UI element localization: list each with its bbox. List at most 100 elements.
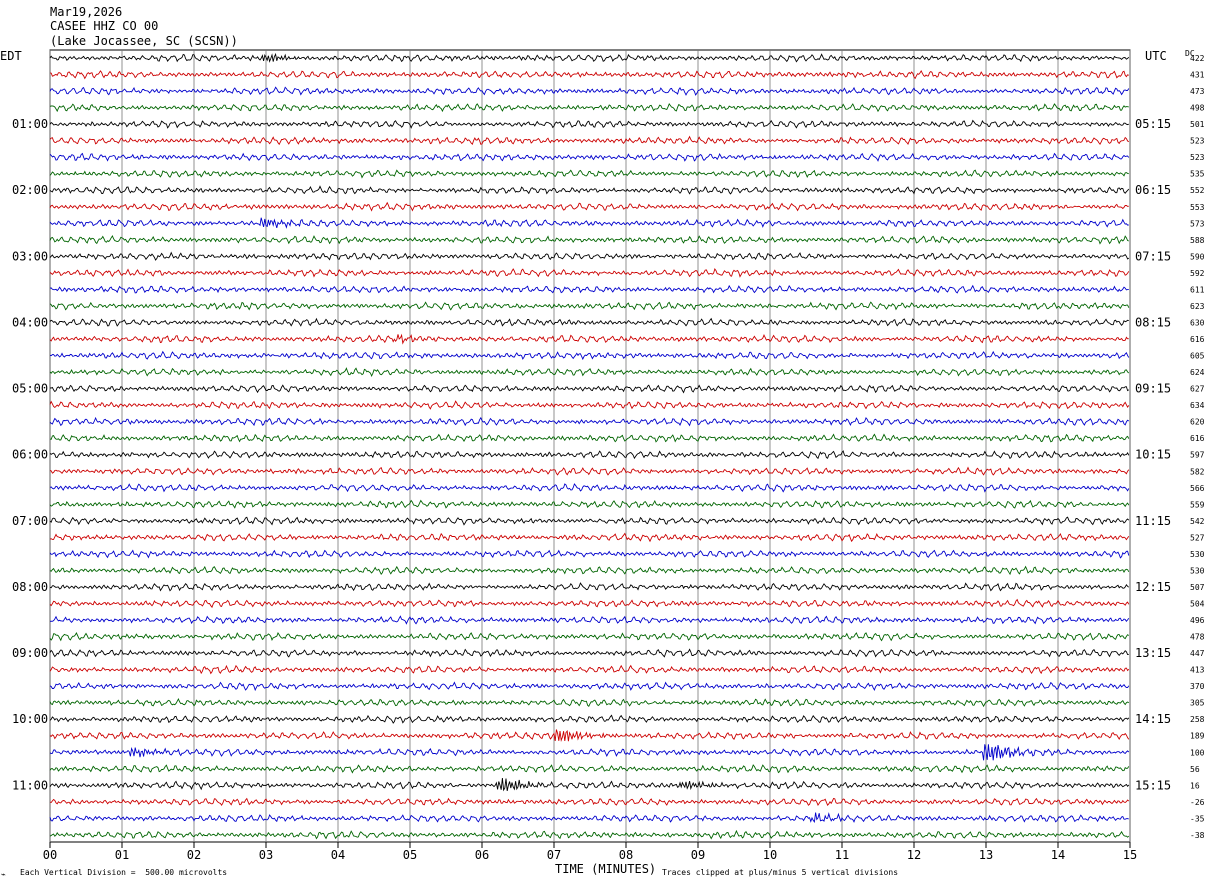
utc-hour-label: 12:15 (1135, 580, 1171, 594)
seismic-trace (49, 615, 1130, 625)
dc-offset-value: 630 (1190, 318, 1205, 327)
dc-offset-value: 523 (1190, 137, 1205, 146)
seismic-trace (49, 797, 1130, 807)
dc-offset-value: 478 (1190, 633, 1205, 642)
dc-offset-value: 530 (1190, 550, 1205, 559)
x-tick-label: 07 (547, 848, 561, 862)
dc-offset-value: 370 (1190, 682, 1205, 691)
seismic-trace (49, 169, 1129, 179)
seismic-trace (49, 516, 1130, 526)
x-tick-label: 01 (115, 848, 129, 862)
edt-hour-label: 03:00 (12, 249, 48, 263)
seismic-trace (49, 333, 1129, 345)
edt-hour-label: 08:00 (12, 580, 48, 594)
x-tick-label: 08 (619, 848, 633, 862)
seismic-trace (49, 119, 1129, 129)
utc-hour-label: 06:15 (1135, 183, 1171, 197)
seismic-trace (49, 483, 1130, 493)
seismic-trace (49, 135, 1130, 146)
dc-offset-value: 507 (1190, 583, 1205, 592)
dc-offset-value: 496 (1190, 616, 1205, 625)
dc-offset-value: 447 (1190, 649, 1205, 658)
utc-hour-label: 05:15 (1135, 117, 1171, 131)
dc-offset-value: 620 (1190, 418, 1205, 427)
seismic-trace (49, 499, 1130, 509)
dc-offset-value: 552 (1190, 186, 1205, 195)
seismic-trace (49, 235, 1129, 245)
utc-hour-label: 15:15 (1135, 778, 1171, 792)
dc-offset-value: 56 (1190, 765, 1200, 774)
dc-offset-value: 305 (1190, 699, 1205, 708)
dc-offset-value: 189 (1190, 732, 1205, 741)
utc-hour-label: 08:15 (1135, 315, 1171, 329)
dc-offset-value: 588 (1190, 236, 1205, 245)
dc-offset-value: 498 (1190, 104, 1205, 113)
dc-offset-value: -38 (1190, 831, 1205, 840)
edt-hour-label: 11:00 (12, 778, 48, 792)
seismic-trace (49, 251, 1130, 261)
utc-hour-label: 10:15 (1135, 448, 1171, 462)
seismic-trace (49, 317, 1129, 327)
seismic-trace (49, 598, 1130, 609)
seismic-trace (49, 201, 1129, 212)
utc-hour-label: 14:15 (1135, 712, 1171, 726)
plot-frame (49, 49, 1131, 843)
x-tick-label: 05 (403, 848, 417, 862)
seismic-trace (49, 744, 1130, 761)
dc-offset-value: 504 (1190, 599, 1205, 608)
plot-date: Mar19,2026 (50, 5, 123, 19)
seismic-trace (49, 152, 1130, 162)
seismic-trace (49, 697, 1130, 708)
seismic-trace (49, 217, 1129, 229)
dc-offset-value: 566 (1190, 484, 1205, 493)
dc-offset-value: 530 (1190, 566, 1205, 575)
dc-offset-value: 527 (1190, 533, 1205, 542)
seismic-trace (49, 416, 1130, 427)
dc-offset-value: -26 (1190, 798, 1205, 807)
seismic-trace (49, 69, 1129, 80)
utc-hour-label: 11:15 (1135, 514, 1171, 528)
x-tick-label: 09 (691, 848, 705, 862)
seismic-trace (49, 764, 1130, 774)
x-tick-label: 14 (1051, 848, 1065, 862)
seismic-trace (49, 777, 1130, 792)
dc-offset-value: 590 (1190, 252, 1205, 261)
dc-offset-value: 100 (1190, 748, 1205, 757)
station-location: (Lake Jocassee, SC (SCSN)) (50, 34, 238, 48)
dc-offset-value: 473 (1190, 87, 1205, 96)
utc-axis-label: UTC (1145, 49, 1167, 63)
dc-offset-value: 573 (1190, 219, 1205, 228)
edt-hour-label: 02:00 (12, 183, 48, 197)
utc-hour-label: 07:15 (1135, 249, 1171, 263)
x-tick-label: 02 (187, 848, 201, 862)
utc-hour-label: 09:15 (1135, 382, 1171, 396)
dc-offset-value: 542 (1190, 517, 1205, 526)
dc-offset-value: -35 (1190, 814, 1205, 823)
vertical-division-note: Each Vertical Division = 500.00 microvol… (20, 868, 228, 877)
seismic-trace (49, 433, 1130, 443)
seismic-trace (49, 284, 1129, 294)
dc-offset-value: 523 (1190, 153, 1205, 162)
seismic-trace (49, 367, 1130, 378)
dc-offset-value: 553 (1190, 203, 1205, 212)
dc-label: DC (1185, 49, 1195, 58)
seismic-trace (49, 350, 1130, 361)
seismic-trace (49, 400, 1130, 410)
seismic-trace (49, 185, 1130, 195)
seismic-trace (49, 582, 1130, 592)
utc-hour-label: 13:15 (1135, 646, 1171, 660)
seismic-trace (49, 532, 1130, 543)
seismic-trace (49, 681, 1130, 692)
seismic-trace (49, 102, 1129, 113)
dc-offset-value: 597 (1190, 451, 1205, 460)
dc-offset-value: 422 (1190, 54, 1205, 63)
seismic-trace (49, 450, 1130, 460)
edt-hour-label: 04:00 (12, 315, 48, 329)
edt-hour-label: 09:00 (12, 646, 48, 660)
dc-offset-value: 624 (1190, 368, 1205, 377)
edt-axis-label: EDT (0, 49, 22, 63)
clipping-note: Traces clipped at plus/minus 5 vertical … (662, 868, 899, 877)
seismic-trace (49, 301, 1130, 311)
station-name: CASEE HHZ CO 00 (50, 19, 159, 33)
